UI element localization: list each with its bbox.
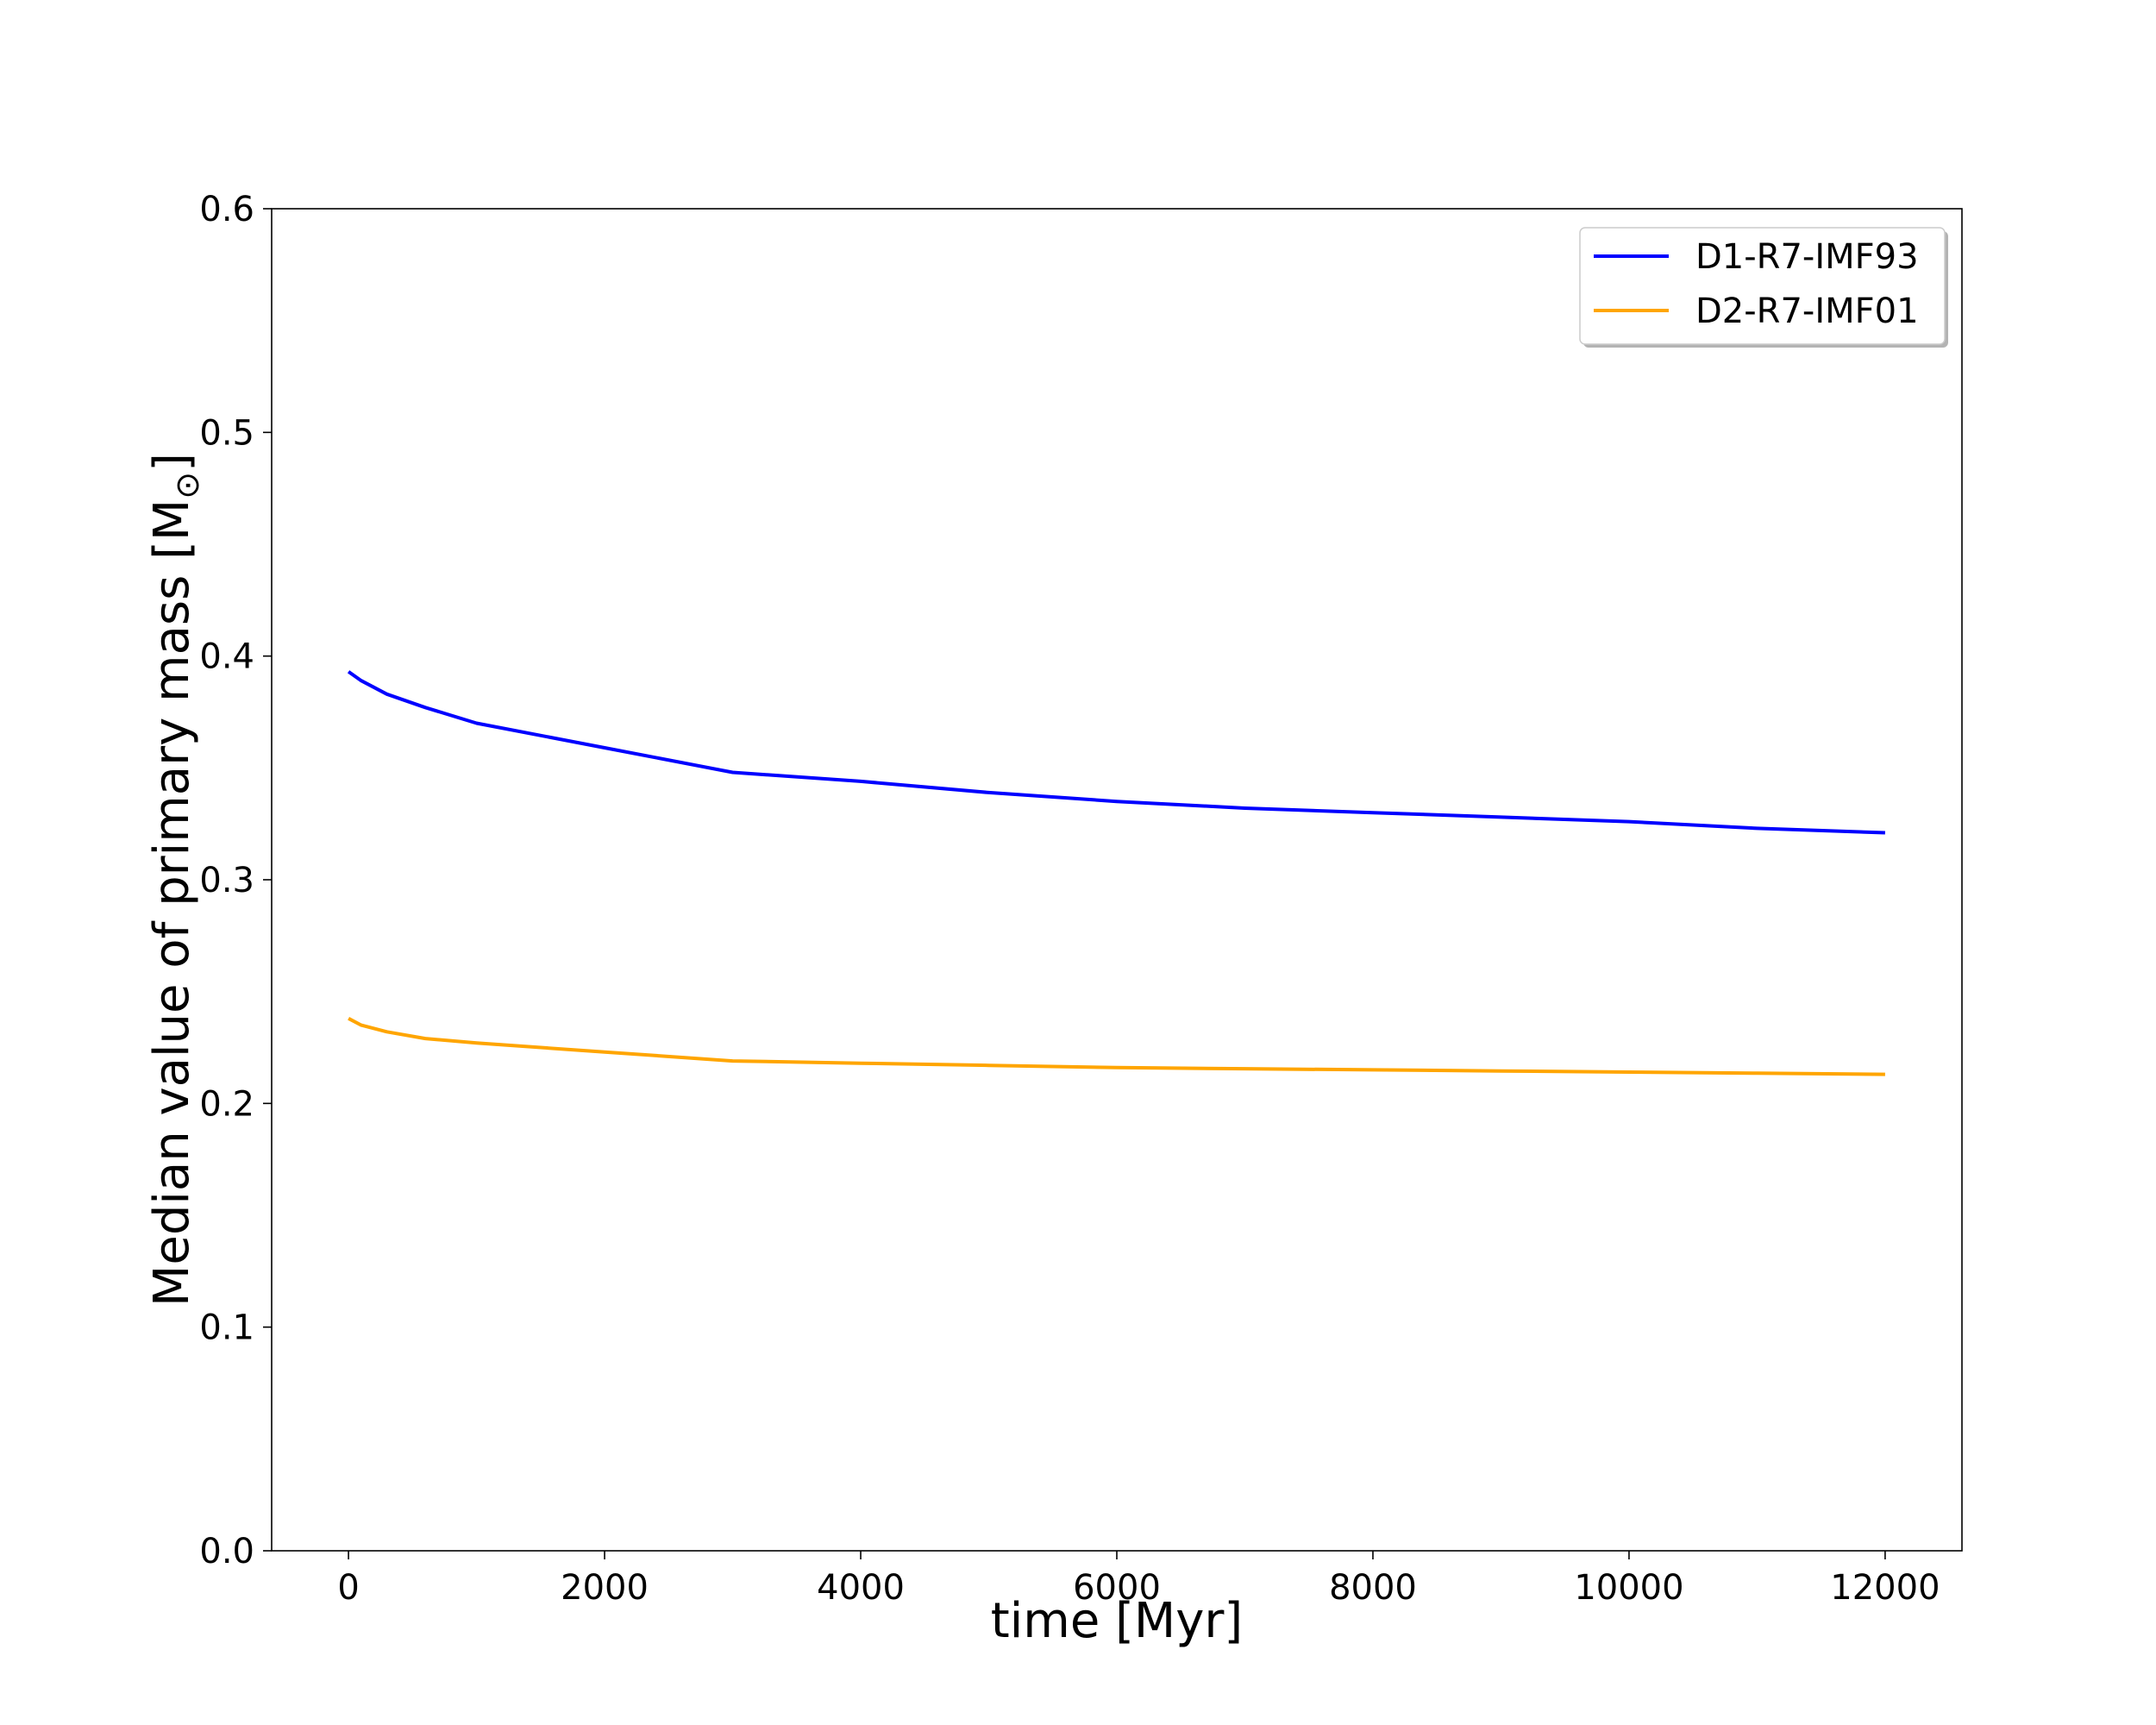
plot-area <box>271 208 1963 1552</box>
series-layer <box>347 670 1885 1076</box>
x-tick-label: 6000 <box>1073 1568 1161 1608</box>
y-axis-ticks: 0.0 0.1 0.2 0.3 0.4 0.5 0.6 <box>199 190 272 1571</box>
y-axis-title-sub: ⊙ <box>168 472 206 499</box>
legend: D1-R7-IMF93 D2-R7-IMF01 <box>1579 227 1948 348</box>
y-tick-label: 0.2 <box>199 1084 254 1124</box>
y-tick-label: 0.6 <box>199 190 254 229</box>
x-tick-label: 0 <box>337 1568 359 1608</box>
series-line-d2-r7-imf01 <box>348 1017 1885 1076</box>
y-tick-label: 0.1 <box>199 1308 254 1348</box>
series-line-d1-r7-imf93 <box>347 670 1885 835</box>
y-tick-label: 0.5 <box>199 413 254 453</box>
y-tick-label: 0.3 <box>199 861 254 900</box>
legend-box <box>1579 227 1946 345</box>
x-tick-label: 10000 <box>1574 1568 1683 1608</box>
x-tick-label: 12000 <box>1830 1568 1940 1608</box>
x-axis-title: time [Myr] <box>991 1593 1244 1649</box>
x-tick-label: 4000 <box>817 1568 905 1608</box>
y-tick-label: 0.0 <box>199 1532 254 1571</box>
legend-label-d2-r7-imf01: D2-R7-IMF01 <box>1695 292 1919 331</box>
y-axis-title-end: ] <box>144 453 200 472</box>
legend-label-d1-r7-imf93: D1-R7-IMF93 <box>1695 237 1919 277</box>
x-tick-label: 8000 <box>1329 1568 1417 1608</box>
y-axis-title: Median value of primary mass [M⊙] <box>144 453 206 1307</box>
y-tick-label: 0.4 <box>199 637 254 677</box>
y-axis-title-main: Median value of primary mass [M <box>144 499 200 1307</box>
x-tick-label: 2000 <box>561 1568 649 1608</box>
x-axis-ticks: 0 2000 4000 6000 8000 10000 12000 <box>337 1551 1940 1608</box>
